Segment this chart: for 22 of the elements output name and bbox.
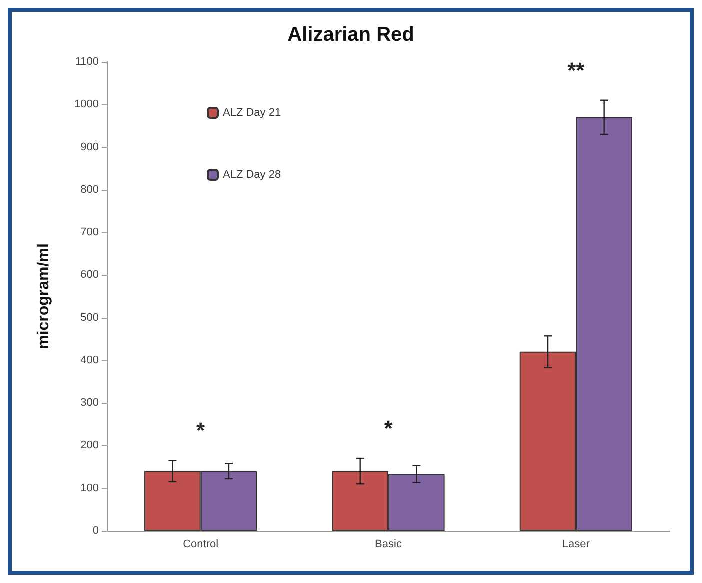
y-tick-label: 500: [80, 312, 99, 324]
y-tick-label: 600: [80, 269, 99, 282]
y-tick-label: 100: [80, 482, 99, 494]
annotation: **: [568, 58, 586, 83]
legend-label: ALZ Day 21: [223, 107, 282, 119]
y-tick-label: 300: [80, 397, 99, 410]
y-tick-label: 700: [80, 226, 99, 239]
y-tick-label: 0: [92, 525, 99, 537]
y-tick-label: 400: [80, 354, 99, 366]
y-axis-title: microgram/ml: [36, 244, 52, 350]
annotation: *: [196, 418, 206, 444]
x-tick-label: Control: [183, 538, 219, 550]
legend-label: ALZ Day 28: [223, 169, 282, 181]
chart-title: Alizarian Red: [288, 24, 414, 46]
x-tick-label: Basic: [375, 538, 402, 550]
y-tick-label: 1100: [75, 56, 99, 68]
y-tick-label: 1000: [74, 98, 99, 111]
annotation: *: [384, 416, 394, 442]
y-tick-label: 800: [80, 184, 99, 196]
y-tick-label: 200: [80, 440, 99, 452]
x-tick-label: Laser: [562, 538, 590, 550]
y-tick-label: 900: [80, 141, 99, 154]
